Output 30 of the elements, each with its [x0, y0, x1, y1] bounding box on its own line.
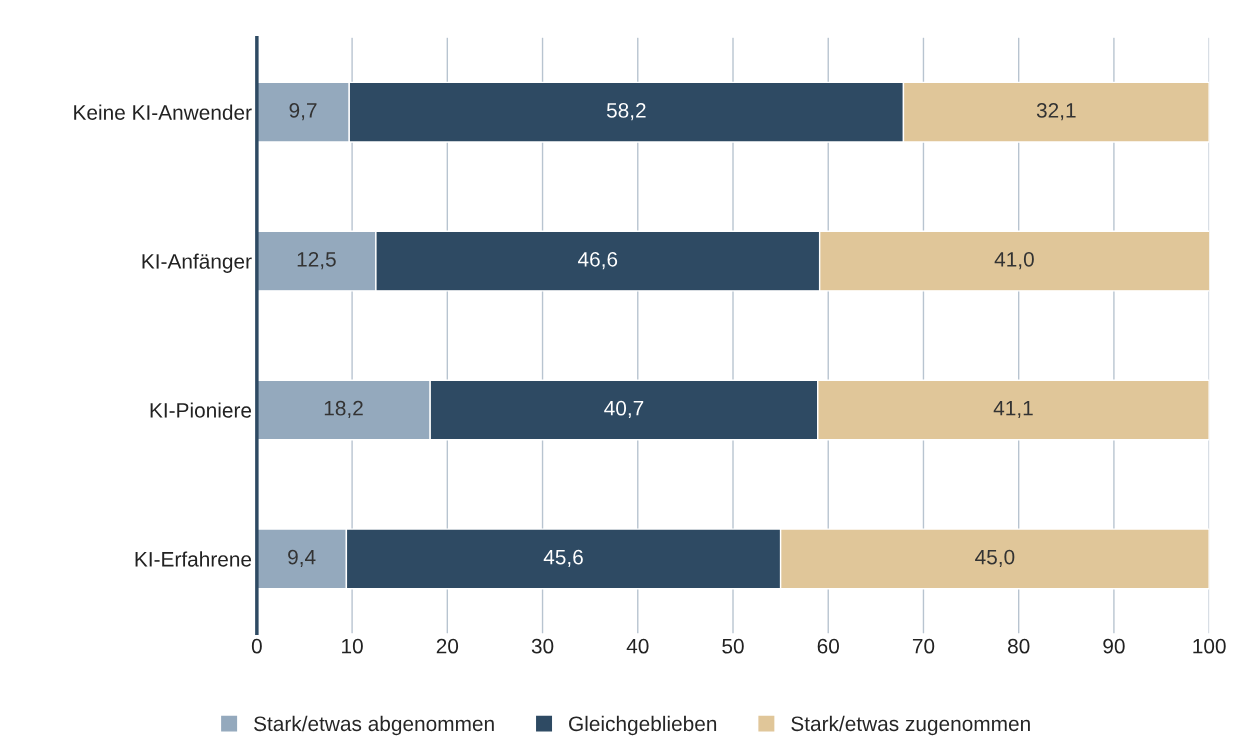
data-label: 18,2: [324, 400, 363, 419]
data-label: 12,5: [297, 251, 336, 270]
legend-label: Gleichgeblieben: [569, 715, 717, 736]
x-tick-label: 100: [1193, 638, 1226, 654]
data-label: 45,6: [543, 549, 583, 567]
x-tick-label: 60: [817, 638, 840, 654]
y-tick-label: KI-Anfänger: [142, 253, 252, 273]
data-label: 41,0: [994, 251, 1034, 270]
x-tick-label: 90: [1103, 638, 1125, 654]
legend-label: Stark/etwas zugenommen: [791, 715, 1030, 736]
data-label: 40,7: [604, 400, 644, 419]
y-tick-label: Keine KI-Anwender: [74, 104, 252, 120]
x-tick-label: 80: [1008, 638, 1030, 654]
data-label: 41,1: [993, 401, 1033, 419]
x-tick-label: 40: [626, 638, 649, 654]
y-tick-label: KI-Erfahrene: [135, 551, 252, 567]
x-tick-label: 20: [436, 638, 459, 654]
x-tick-label: 10: [342, 638, 363, 654]
data-label: 9,4: [288, 549, 316, 567]
data-label: 32,1: [1036, 103, 1076, 121]
data-label: 45,0: [975, 549, 1015, 567]
data-label: 46,6: [577, 251, 618, 270]
x-tick-label: 70: [912, 638, 935, 654]
data-label: 9,7: [289, 103, 317, 121]
y-tick-label: KI-Pioniere: [150, 402, 252, 418]
x-tick-label: 30: [531, 638, 554, 654]
x-tick-label: 0: [251, 638, 262, 654]
x-tick-label: 50: [722, 638, 744, 654]
legend-label: Stark/etwas abgenommen: [254, 715, 494, 736]
data-label: 58,2: [606, 103, 646, 121]
